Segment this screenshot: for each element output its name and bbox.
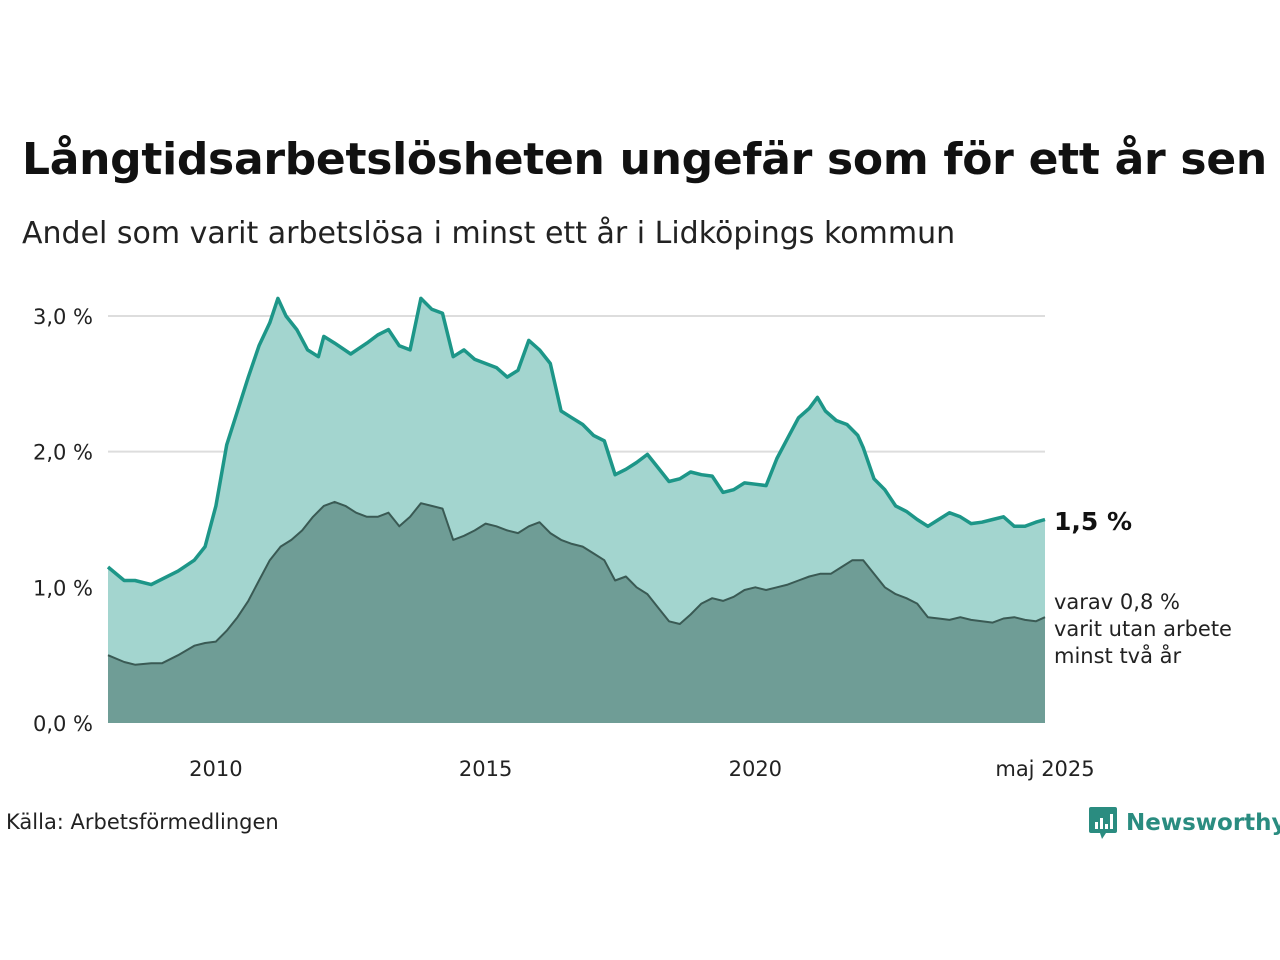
series-2-area [108, 501, 1045, 723]
y-tick-label: 0,0 % [33, 712, 93, 736]
chart-subtitle: Andel som varit arbetslösa i minst ett å… [22, 216, 956, 251]
source-note: Källa: Arbetsförmedlingen [6, 810, 279, 834]
note-label-line-3: minst två år [1054, 643, 1182, 668]
end-labels: 1,5 % varav 0,8 % varit utan arbete mins… [1054, 507, 1232, 668]
series-2-line [107, 500, 1046, 666]
x-tick-label: 2010 [189, 757, 242, 781]
x-tick-label: 2015 [459, 757, 512, 781]
y-axis-ticks: 0,0 % 1,0 % 2,0 % 3,0 % [33, 305, 93, 736]
note-label-line-2: varit utan arbete [1054, 617, 1232, 641]
brand-logo: Newsworthy [1088, 805, 1280, 841]
chart-title: Långtidsarbetslösheten ungefär som för e… [22, 134, 1267, 185]
y-tick-label: 2,0 % [33, 441, 93, 465]
last-value-label: 1,5 % [1054, 507, 1132, 536]
series-areas [106, 296, 1046, 723]
y-tick-label: 3,0 % [33, 305, 93, 329]
x-tick-label: 2020 [729, 757, 782, 781]
series-1-line [106, 296, 1046, 587]
x-axis-ticks: 2010 2015 2020 maj 2025 [189, 757, 1094, 781]
newsworthy-logo-icon [1089, 807, 1117, 839]
brand-name: Newsworthy [1126, 810, 1280, 836]
y-tick-label: 1,0 % [33, 576, 93, 600]
x-tick-label: maj 2025 [995, 757, 1094, 781]
note-label-line-1: varav 0,8 % [1054, 590, 1180, 614]
